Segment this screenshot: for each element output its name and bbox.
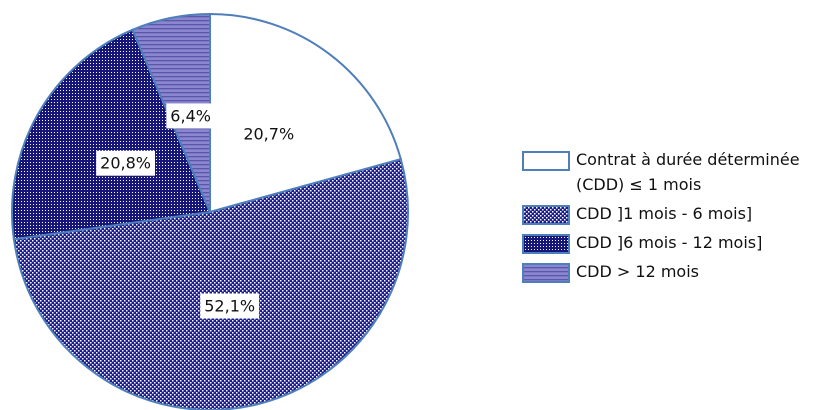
legend-swatch	[522, 234, 570, 254]
legend: Contrat à durée déterminée (CDD) ≤ 1 moi…	[522, 147, 802, 288]
legend-item: CDD ]1 mois - 6 mois]	[522, 201, 802, 226]
legend-label: CDD > 12 mois	[576, 262, 699, 281]
legend-item: CDD > 12 mois	[522, 259, 802, 284]
legend-swatch	[522, 263, 570, 283]
pie-slice	[209, 12, 403, 214]
data-label: 52,1%	[204, 296, 255, 315]
label-box	[166, 103, 215, 129]
legend-label: CDD ]6 mois - 12 mois]	[576, 233, 763, 252]
legend-label: CDD ]1 mois - 6 mois]	[576, 204, 753, 223]
pie-slice	[11, 28, 212, 241]
pie-slice	[12, 157, 409, 410]
data-label: 20,7%	[243, 124, 294, 143]
legend-label: Contrat à durée déterminée (CDD) ≤ 1 moi…	[576, 150, 800, 194]
label-box	[200, 293, 260, 319]
legend-swatch	[522, 151, 570, 171]
legend-swatch	[522, 205, 570, 225]
data-label: 6,4%	[170, 106, 211, 125]
data-label: 20,8%	[100, 154, 151, 173]
legend-item: Contrat à durée déterminée (CDD) ≤ 1 moi…	[522, 147, 802, 197]
label-box	[239, 121, 299, 147]
label-box	[96, 150, 156, 176]
legend-item: CDD ]6 mois - 12 mois]	[522, 230, 802, 255]
